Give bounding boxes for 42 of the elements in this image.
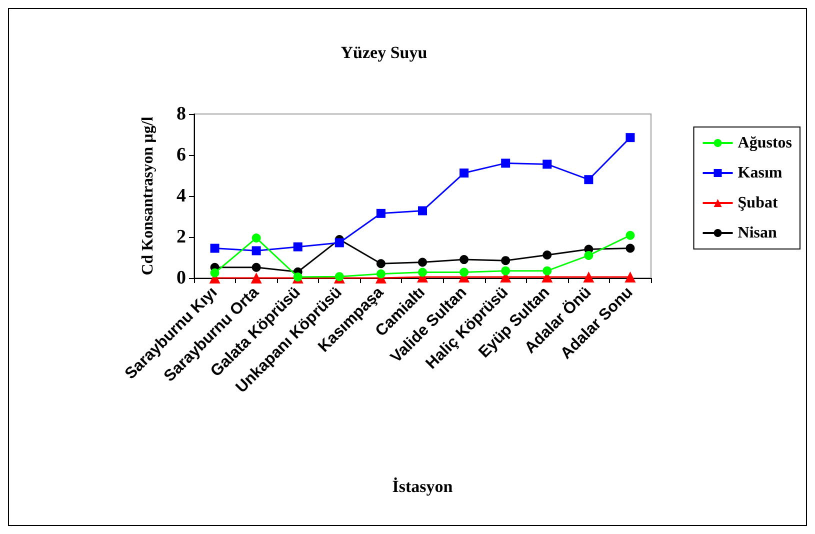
point [376, 259, 386, 268]
point [626, 133, 635, 142]
legend-label: Kasım [738, 164, 783, 182]
point [584, 250, 594, 260]
point [460, 255, 469, 264]
point [376, 269, 386, 278]
point [501, 266, 510, 276]
point [334, 238, 344, 248]
point [501, 256, 510, 266]
y-tick-label: 0 [176, 268, 186, 288]
point [460, 168, 469, 178]
y-tick-label: 4 [176, 186, 186, 206]
point [583, 271, 594, 282]
point [250, 272, 262, 284]
point [293, 242, 302, 252]
legend-label: Nisan [738, 224, 777, 242]
point [542, 266, 552, 276]
point [252, 246, 261, 256]
point [542, 160, 552, 169]
point [460, 268, 469, 277]
point [501, 158, 510, 168]
point [210, 244, 220, 253]
point [418, 258, 427, 267]
legend-label: Şubat [738, 194, 778, 212]
y-axis-title: Cd Konsantrasyon µg/l [140, 116, 156, 276]
point [626, 244, 635, 253]
point [418, 206, 427, 216]
y-tick-label: 2 [176, 226, 186, 248]
point [376, 208, 386, 218]
point [252, 262, 261, 272]
point [626, 230, 635, 240]
point [624, 271, 636, 282]
point [252, 234, 261, 243]
point [210, 268, 220, 278]
point [542, 250, 552, 260]
point [418, 268, 427, 277]
x-axis-title: İstasyon [392, 477, 454, 496]
y-tick-label: 8 [176, 104, 186, 124]
legend-label: Ağustos [738, 134, 792, 152]
chart-title: Yüzey Suyu [340, 43, 428, 62]
point [584, 175, 594, 184]
y-tick-label: 6 [176, 144, 186, 166]
